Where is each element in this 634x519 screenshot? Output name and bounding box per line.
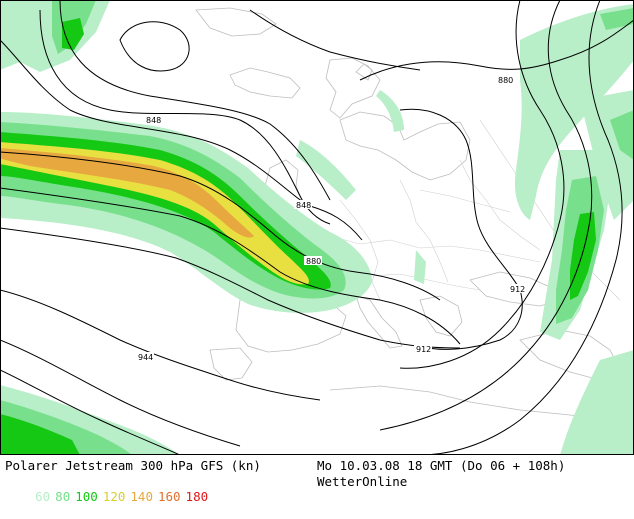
contour-labels: 848 848 880 880 912 912 944 xyxy=(136,75,526,362)
speed-band-140 xyxy=(0,148,254,238)
forecast-datetime: Mo 10.03.08 18 GMT (Do 06 + 108h) xyxy=(317,458,566,473)
speed-band-120 xyxy=(0,142,309,285)
legend-item-60: 60 xyxy=(35,489,51,504)
legend-item-160: 160 xyxy=(157,489,181,504)
map-title: Polarer Jetstream 300 hPa GFS (kn) xyxy=(5,458,261,473)
geopotential-contours xyxy=(0,0,634,455)
contour-label: 944 xyxy=(138,353,153,362)
legend-item-80: 80 xyxy=(55,489,71,504)
contour-label: 848 xyxy=(146,116,161,125)
legend-item-120: 120 xyxy=(102,489,126,504)
jetstream-bands xyxy=(0,0,634,455)
contour-label: 912 xyxy=(510,285,525,294)
legend-item-140: 140 xyxy=(130,489,153,504)
legend-item-180: 180 xyxy=(185,489,209,504)
contour-label: 880 xyxy=(498,76,513,85)
legend-item-100: 100 xyxy=(75,489,98,504)
contour-label: 848 xyxy=(296,201,311,210)
jetstream-map: 848 848 880 880 912 912 944 xyxy=(0,0,634,455)
contour-label: 880 xyxy=(306,257,321,266)
contour-label: 912 xyxy=(416,345,431,354)
map-footer: Polarer Jetstream 300 hPa GFS (kn) Mo 10… xyxy=(0,455,634,504)
source-label: WetterOnline xyxy=(317,474,408,489)
speed-legend: 60 80 100 120 140 160 180 xyxy=(5,474,213,519)
